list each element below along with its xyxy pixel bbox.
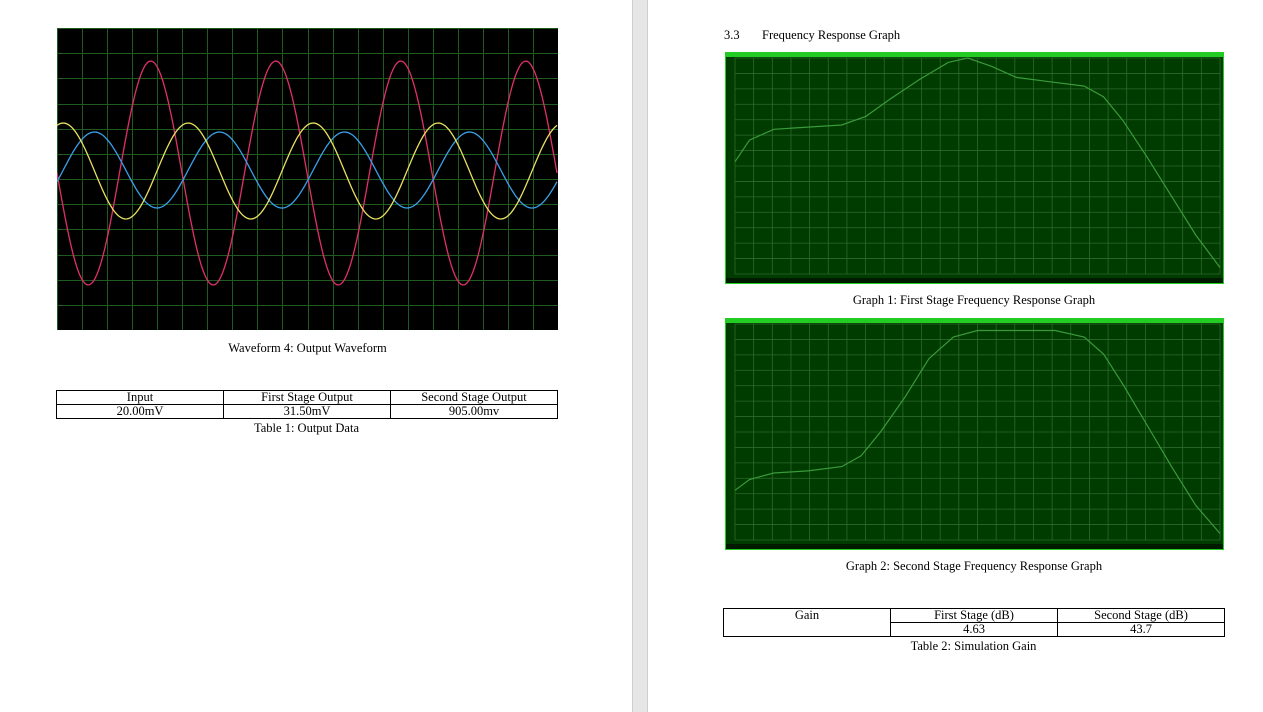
table-row: 4.63 43.7 (724, 622, 1225, 637)
graph1-caption: Graph 1: First Stage Frequency Response … (852, 293, 1096, 307)
section-title: Frequency Response Graph (762, 28, 901, 42)
table-header-cell: First Stage Output (223, 390, 391, 405)
red-trace (57, 60, 558, 286)
first-stage-frequency-response-graph (725, 52, 1224, 284)
plot-frame (725, 318, 1224, 550)
table-cell: 4.63 (890, 622, 1058, 637)
plot-status-bar (725, 278, 1224, 284)
table-header-cell: Second Stage (dB) (1057, 608, 1225, 623)
output-table-caption: Table 1: Output Data (254, 421, 359, 435)
left-page: Waveform 4: Output Waveform Input First … (56, 28, 558, 435)
response-curve (734, 57, 1221, 268)
table-cell: 31.50mV (223, 404, 391, 419)
blue-trace (57, 131, 558, 209)
plot-title-bar (725, 52, 1224, 57)
table-header-cell: Gain (723, 608, 891, 637)
output-waveform-oscilloscope (57, 28, 558, 330)
right-page: 3.3 Frequency Response Graph Graph 1: Fi… (648, 0, 1263, 712)
plot-frame (725, 52, 1224, 284)
section-number: 3.3 (724, 28, 740, 42)
table-cell: 905.00mv (390, 404, 558, 419)
table-cell: 20.00mV (56, 404, 224, 419)
table-header-row: Input First Stage Output Second Stage Ou… (56, 390, 558, 405)
table-header-cell: Second Stage Output (390, 390, 558, 405)
output-data-table: Input First Stage Output Second Stage Ou… (56, 390, 558, 419)
graph2-caption: Graph 2: Second Stage Frequency Response… (845, 559, 1103, 573)
plot-title-bar (725, 318, 1224, 323)
table-row: 20.00mV 31.50mV 905.00mv (56, 404, 558, 419)
table-header-row: Gain First Stage (dB) Second Stage (dB) (723, 608, 1225, 637)
table-header-cell: First Stage (dB) (890, 608, 1058, 623)
page-gutter (632, 0, 648, 712)
table-cell: 43.7 (1057, 622, 1225, 637)
gain-table-caption: Table 2: Simulation Gain (910, 639, 1037, 653)
plot-status-bar (725, 544, 1224, 550)
response-curve (734, 329, 1221, 534)
second-stage-frequency-response-graph (725, 318, 1224, 550)
waveform-caption: Waveform 4: Output Waveform (228, 341, 387, 355)
yellow-trace (57, 122, 558, 220)
simulation-gain-table: Gain First Stage (dB) Second Stage (dB) … (723, 608, 1225, 637)
table-header-cell: Input (56, 390, 224, 405)
